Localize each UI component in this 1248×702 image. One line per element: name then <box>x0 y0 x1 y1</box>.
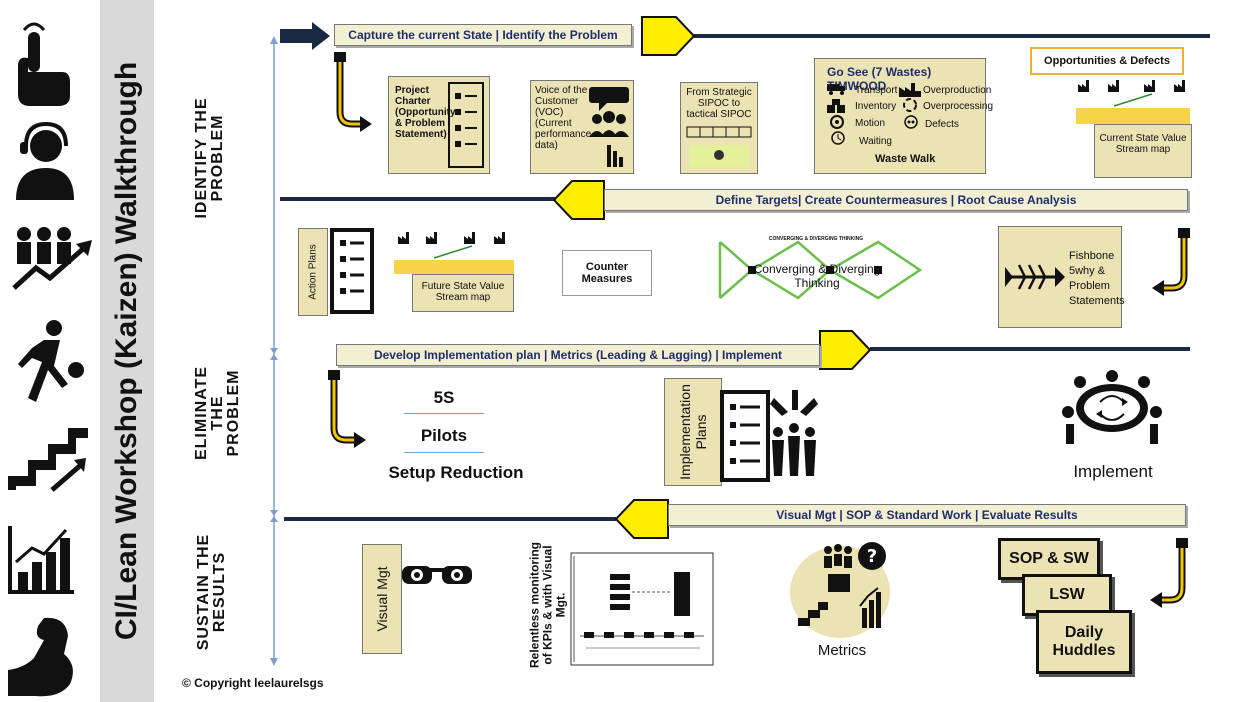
fishbone-icon <box>1005 264 1065 290</box>
current-vsm-card: Current State Value Stream map <box>1094 124 1192 178</box>
counter-measures-box: Counter Measures <box>562 250 652 296</box>
banner-capture-state: Capture the current State | Identify the… <box>334 24 632 46</box>
current-vsm-diagram <box>1076 80 1190 124</box>
stairs-up-icon <box>8 428 88 492</box>
implementation-plans-card: Implementation Plans <box>664 378 722 486</box>
metrics-icon: ? <box>790 542 890 638</box>
clipboard-icon <box>448 82 484 168</box>
banner-develop-plan: Develop Implementation plan | Metrics (L… <box>336 344 820 366</box>
voc-text: Voice of the Customer (VOC) (Current per… <box>535 85 592 151</box>
customer-voice-icon <box>589 87 629 167</box>
waste-defects: Defects <box>925 119 959 130</box>
waste-transport: Transport <box>855 85 898 96</box>
daily-huddles-box: Daily Huddles <box>1036 610 1132 674</box>
action-plans-card: Action Plans <box>298 228 328 316</box>
action-plans-list-icon <box>330 228 374 314</box>
title-strip: CI/Lean Workshop (Kaizen) Walkthrough <box>100 0 154 702</box>
divider <box>404 452 484 453</box>
setup-reduction-label: Setup Reduction <box>388 463 524 482</box>
current-vsm-text: Current State Value Stream map <box>1099 133 1187 155</box>
running-person-icon <box>18 320 84 402</box>
converging-header: CONVERGING & DIVERGING THINKING <box>768 236 864 242</box>
skull-icon <box>904 115 918 129</box>
converging-text: Converging & Diverging Thinking <box>753 262 881 290</box>
clock-icon <box>831 131 845 145</box>
implementation-plans-text: Implementation Plans <box>677 384 709 480</box>
cycle-icon <box>903 98 917 112</box>
voc-card: Voice of the Customer (VOC) (Current per… <box>530 80 634 174</box>
metrics-label: Metrics <box>817 642 867 659</box>
visual-mgt-text: Visual Mgt <box>374 566 390 632</box>
glasses-icon <box>402 566 472 584</box>
support-agent-icon <box>16 121 74 200</box>
team-hands-icon <box>770 390 818 476</box>
pilots-label: Pilots <box>420 426 468 445</box>
factory-icon <box>899 83 921 97</box>
sop-sw-box: SOP & SW <box>998 538 1100 580</box>
bar-chart-growth-icon <box>8 526 74 594</box>
future-vsm-card: Future State Value Stream map <box>412 274 514 312</box>
fives-label: 5S <box>433 388 455 407</box>
flexed-arm-icon <box>8 617 73 697</box>
kpi-monitoring-text: Relentless monitoring of KPIs & with Vis… <box>527 541 568 669</box>
converging-diverging-diagram <box>718 240 923 300</box>
sipoc-diagram-icon <box>686 126 752 167</box>
waste-motion: Motion <box>855 118 886 129</box>
sipoc-text: From Strategic SIPOC to tactical SIPOC <box>686 87 752 120</box>
fishbone-card: Fishbone 5why & Problem Statements <box>998 226 1125 328</box>
future-vsm-diagram <box>394 232 514 274</box>
visual-mgt-card: Visual Mgt <box>362 544 402 654</box>
action-plans-text: Action Plans <box>307 244 319 300</box>
team-growth-icon <box>12 227 92 290</box>
waste-inventory: Inventory <box>855 101 897 112</box>
motion-icon <box>830 115 844 129</box>
truck-icon <box>827 84 845 95</box>
inventory-icon <box>827 99 845 113</box>
meeting-table-icon <box>1062 370 1162 444</box>
svg-text:?: ? <box>867 546 877 567</box>
opportunities-defects-box: Opportunities & Defects <box>1030 47 1184 75</box>
waste-overproduction: Overproduction <box>923 85 992 96</box>
waste-overprocessing: Overprocessing <box>923 101 994 112</box>
sipoc-card: From Strategic SIPOC to tactical SIPOC <box>680 82 758 174</box>
project-charter-text: Project Charter (Opportunity & Problem S… <box>395 85 456 140</box>
future-vsm-text: Future State Value Stream map <box>421 281 505 303</box>
waste-walk-label: Waste Walk <box>875 153 936 165</box>
divider <box>404 413 484 414</box>
waste-walk-card: Go See (7 Wastes) TIMWOOD Transport Inve… <box>814 58 993 174</box>
banner-define-targets: Define Targets| Create Countermeasures |… <box>604 189 1188 211</box>
banner-visual-mgt: Visual Mgt | SOP & Standard Work | Evalu… <box>668 504 1186 526</box>
kpi-flow-diagram <box>570 552 714 666</box>
implementation-plan-icon <box>720 390 770 482</box>
icon-strip <box>0 0 100 702</box>
copyright-text: © Copyright leelaurelsgs <box>182 676 324 690</box>
implement-label: Implement <box>1073 462 1153 481</box>
pointing-hand-icon <box>18 22 70 106</box>
fishbone-text: Fishbone 5why & Problem Statements <box>1069 250 1125 307</box>
project-charter-card: Project Charter (Opportunity & Problem S… <box>388 76 490 174</box>
waste-waiting: Waiting <box>859 136 892 147</box>
